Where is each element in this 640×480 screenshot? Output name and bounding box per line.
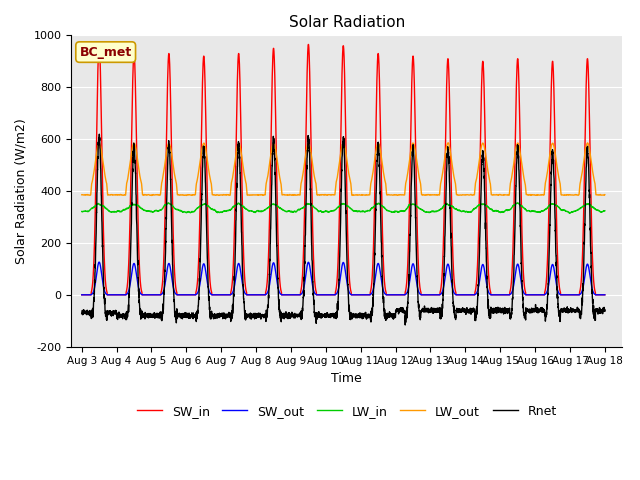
SW_out (600, 292, 608, 298)
LW_out (600, 192, 608, 198)
SW_in (461, 292, 468, 298)
X-axis label: Time: Time (332, 372, 362, 385)
Rnet (461, 307, 468, 313)
LW_in (566, 210, 573, 216)
Text: BC_met: BC_met (79, 46, 132, 59)
LW_out (461, 192, 468, 198)
LW_in (601, 208, 609, 214)
LW_in (324, 209, 332, 215)
Line: Rnet: Rnet (82, 134, 605, 325)
SW_out (601, 292, 609, 298)
Line: LW_in: LW_in (82, 203, 605, 213)
Legend: SW_in, SW_out, LW_in, LW_out, Rnet: SW_in, SW_out, LW_in, LW_out, Rnet (132, 400, 562, 423)
Line: LW_out: LW_out (82, 143, 605, 195)
LW_in (460, 208, 468, 214)
SW_out (324, 292, 332, 298)
LW_in (600, 208, 608, 214)
Rnet (600, 305, 608, 311)
SW_in (95, 40, 103, 46)
SW_in (78, 292, 86, 298)
Rnet (401, 322, 409, 328)
SW_out (431, 292, 439, 298)
SW_out (95, 259, 103, 265)
SW_out (172, 291, 180, 297)
Rnet (172, 316, 180, 322)
SW_out (490, 292, 498, 298)
LW_in (172, 206, 180, 212)
LW_in (78, 209, 86, 215)
Rnet (490, 308, 498, 314)
SW_out (461, 292, 468, 298)
Line: SW_in: SW_in (82, 43, 605, 295)
Rnet (431, 308, 439, 314)
LW_out (431, 192, 439, 198)
SW_in (601, 292, 609, 298)
LW_out (324, 192, 332, 198)
SW_in (431, 292, 439, 298)
Rnet (324, 313, 332, 319)
SW_in (600, 292, 608, 298)
LW_out (601, 192, 609, 198)
SW_out (78, 292, 86, 298)
Title: Solar Radiation: Solar Radiation (289, 15, 405, 30)
SW_in (172, 285, 180, 291)
LW_in (490, 208, 498, 214)
LW_out (172, 178, 180, 184)
SW_in (490, 292, 498, 298)
Rnet (601, 308, 609, 314)
SW_in (324, 292, 332, 298)
LW_out (182, 192, 190, 198)
LW_in (514, 200, 522, 206)
Y-axis label: Solar Radiation (W/m2): Solar Radiation (W/m2) (15, 118, 28, 264)
LW_out (490, 192, 498, 198)
LW_out (444, 140, 452, 146)
Line: SW_out: SW_out (82, 262, 605, 295)
LW_in (431, 209, 439, 215)
Rnet (95, 132, 103, 137)
Rnet (78, 311, 86, 317)
LW_out (78, 192, 86, 198)
